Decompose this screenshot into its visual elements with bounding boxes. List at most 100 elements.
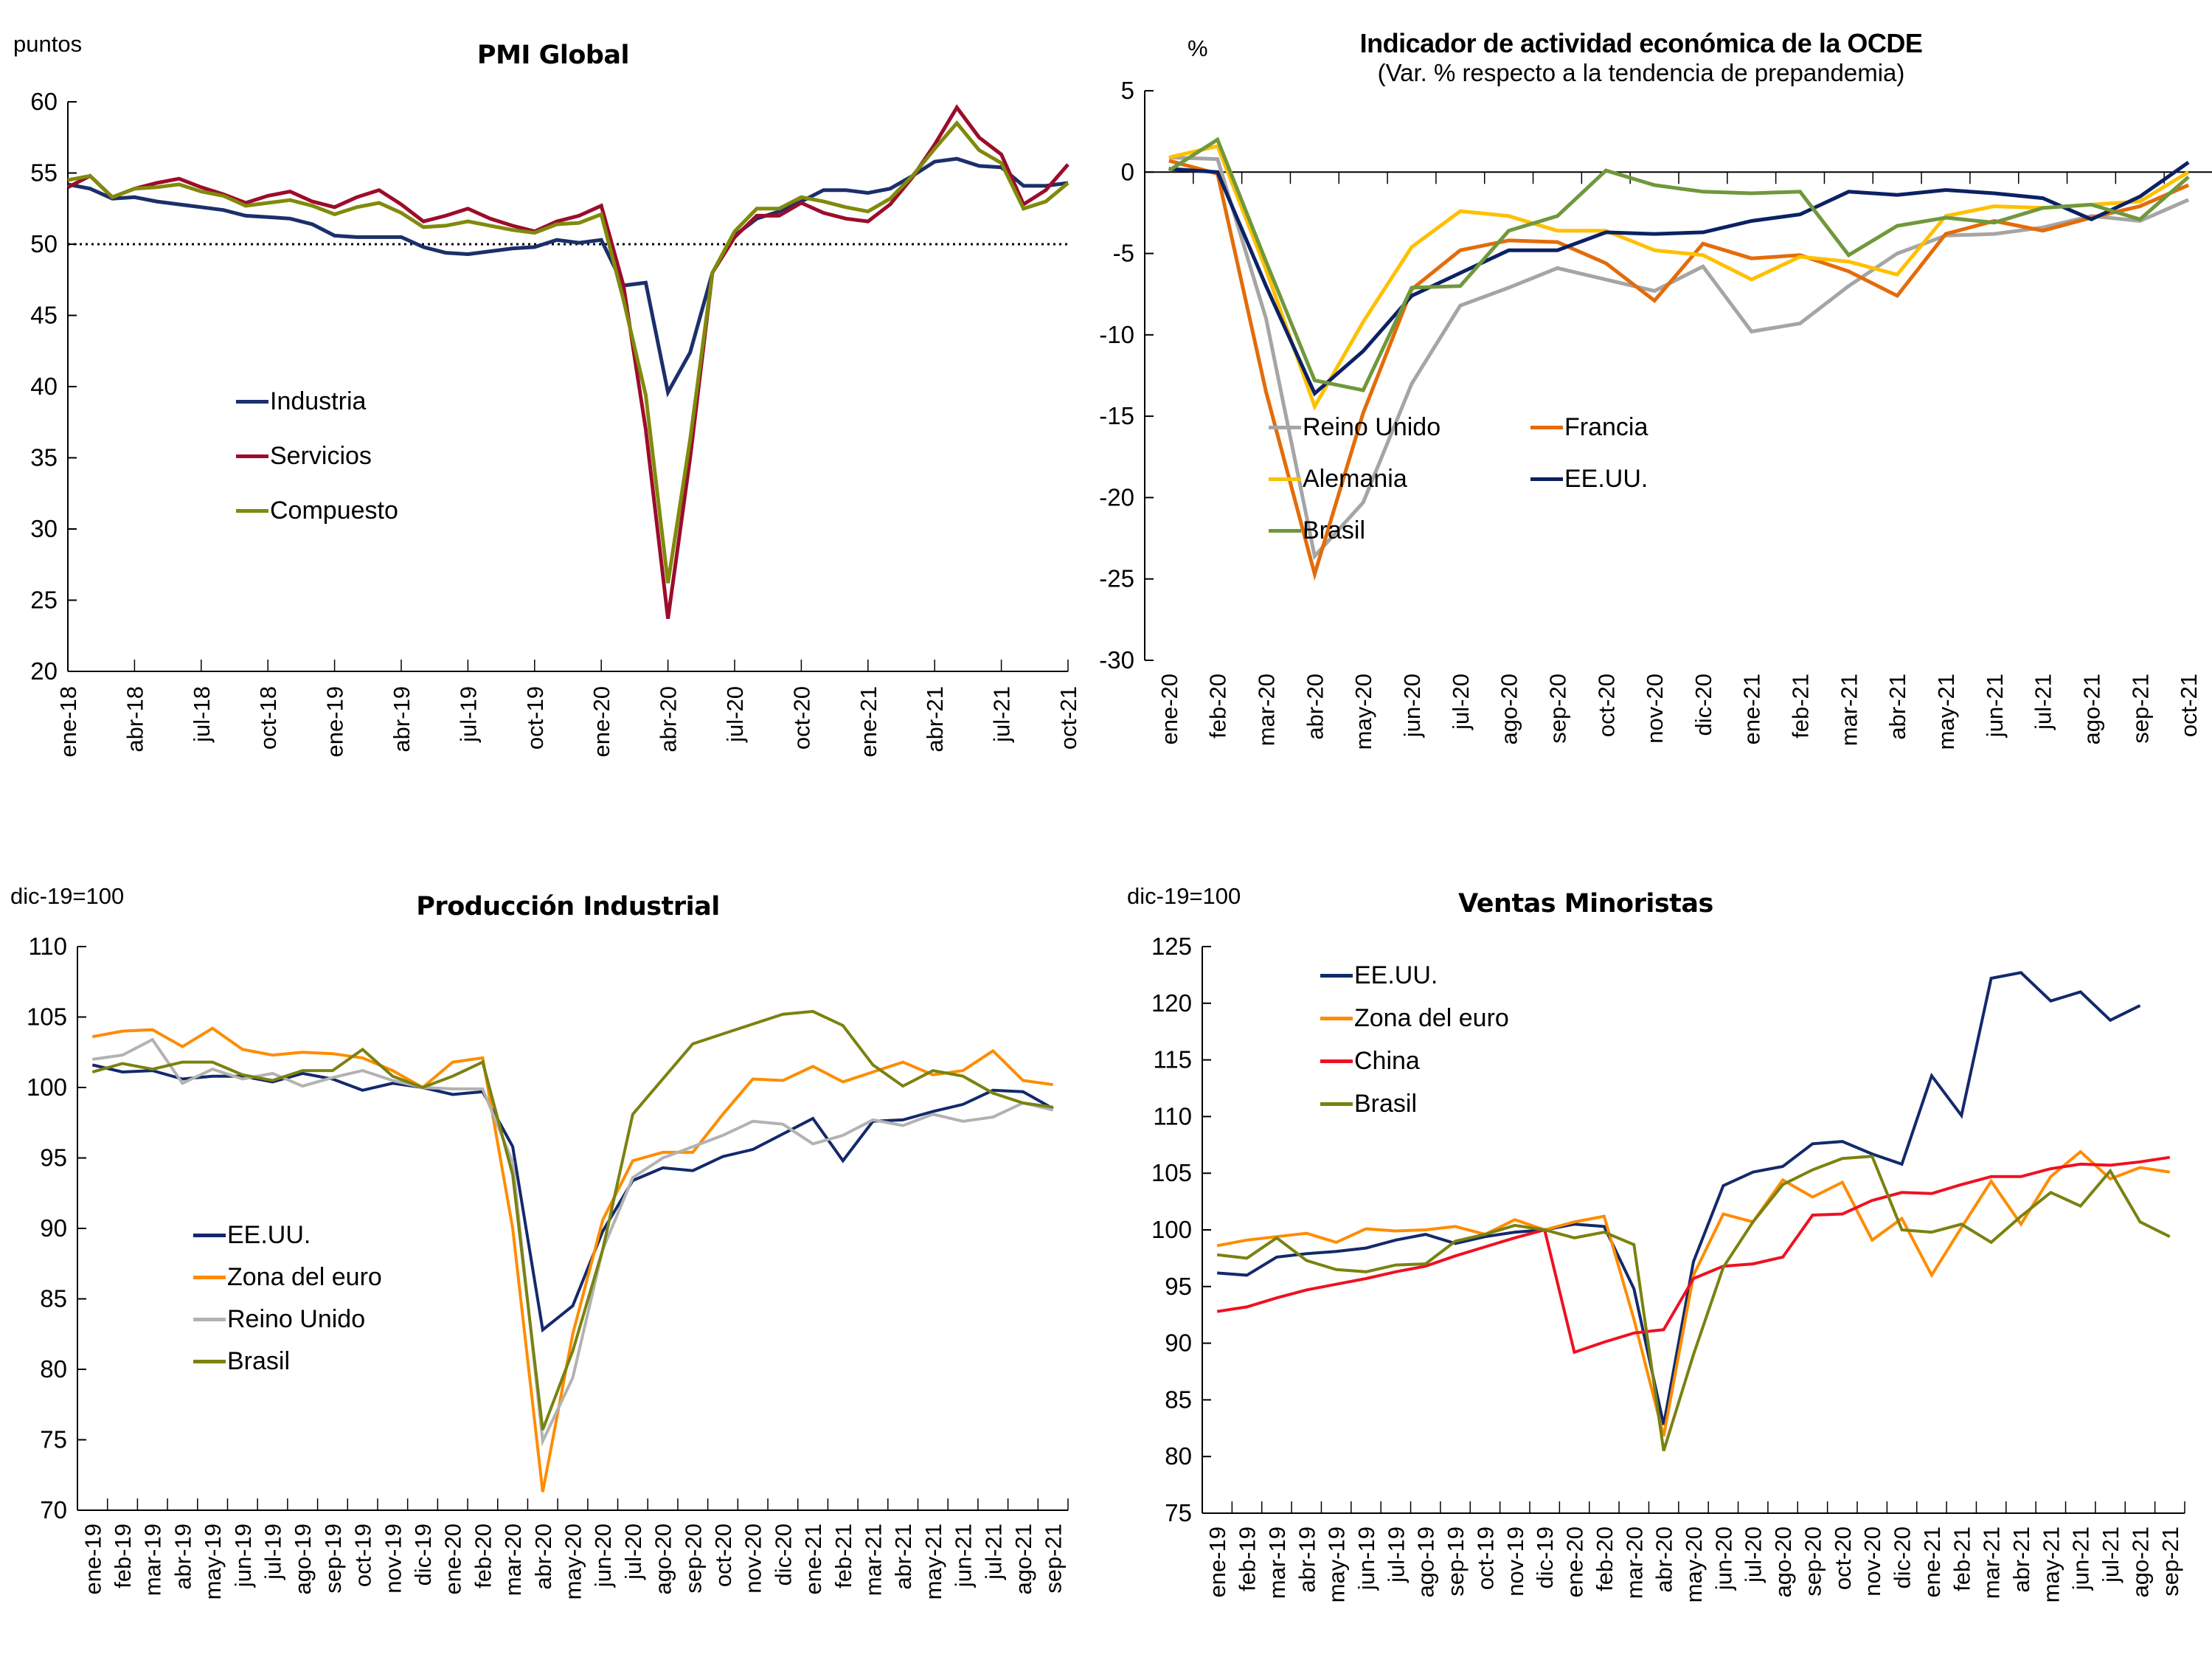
pmi-plot: 20 25 30 35 40 45 50 55 60 ene-18 abr-18 jul-18 oct-… xyxy=(30,88,1081,758)
legend-item: Reino Unido xyxy=(193,1305,365,1334)
x-tick-label: jul-21 xyxy=(2098,1526,2123,1583)
x-tick-label: ago-19 xyxy=(290,1524,316,1595)
y-tick-label: 80 xyxy=(40,1355,67,1383)
legend-label: Francia xyxy=(1564,413,1648,441)
x-tick-label: abr-19 xyxy=(389,686,415,753)
x-tick-label: dic-20 xyxy=(1691,674,1716,736)
legend-item: Alemania xyxy=(1269,465,1407,494)
legend-label: Reino Unido xyxy=(1303,413,1441,441)
x-tick-label: feb-21 xyxy=(1788,674,1814,739)
x-tick-label: sep-20 xyxy=(1544,674,1570,744)
legend-swatch xyxy=(1530,426,1563,429)
x-tick-label: mar-21 xyxy=(860,1524,886,1596)
chart-ocde-activity: % Indicador de actividad económica de la… xyxy=(1099,0,2212,830)
legend-item: EE.UU. xyxy=(1530,465,1648,494)
x-tick-label: abr-20 xyxy=(1651,1526,1677,1593)
x-tick-label: may-21 xyxy=(2038,1526,2064,1602)
x-tick-label: abr-20 xyxy=(530,1524,556,1590)
legend-item: Francia xyxy=(1530,413,1648,442)
series-line-ee-uu xyxy=(1168,161,2190,397)
x-tick-label: jul-20 xyxy=(620,1524,646,1580)
legend-label: EE.UU. xyxy=(1564,465,1648,493)
x-tick-label: feb-21 xyxy=(1949,1526,1974,1591)
x-tick-label: ago-20 xyxy=(1497,674,1522,745)
y-tick-label: -5 xyxy=(1113,240,1134,267)
legend-swatch xyxy=(1320,1059,1353,1063)
x-tick-label: ene-21 xyxy=(800,1524,826,1595)
x-tick-label: abr-19 xyxy=(170,1524,195,1590)
y-tick-label: -25 xyxy=(1099,565,1134,592)
legend-swatch xyxy=(1269,529,1301,533)
x-tick-label: ago-20 xyxy=(651,1524,676,1595)
x-tick-label: may-19 xyxy=(200,1524,226,1600)
x-tick-label: sep-19 xyxy=(320,1524,346,1594)
x-tick-label: jul-20 xyxy=(722,686,748,743)
y-tick-label: 105 xyxy=(1151,1159,1192,1186)
legend-label: Brasil xyxy=(227,1347,291,1375)
x-tick-label: jun-19 xyxy=(1353,1526,1379,1591)
x-tick-label: may-20 xyxy=(1351,674,1376,750)
chart-produccion-industrial: dic-19=100 Producción Industrial 70 75 80 8… xyxy=(0,830,1106,1660)
legend-item: Reino Unido xyxy=(1269,413,1440,442)
x-tick-label: sep-21 xyxy=(1041,1524,1067,1594)
x-tick-label: oct-19 xyxy=(522,686,548,750)
legend-item: Industria xyxy=(236,387,366,416)
chart-title: PMI Global xyxy=(476,41,630,70)
chart-title: Indicador de actividad económica de la O… xyxy=(1359,28,1923,58)
y-axis-unit-label: dic-19=100 xyxy=(1127,883,1241,909)
legend-swatch xyxy=(236,454,268,458)
y-tick-label: 95 xyxy=(40,1144,67,1172)
series-line-brasil xyxy=(1216,1155,2171,1452)
legend-swatch xyxy=(1530,477,1563,481)
legend-item: Zona del euro xyxy=(1320,1004,1509,1033)
legend-label: Industria xyxy=(270,387,367,415)
legend-item: Servicios xyxy=(236,442,372,471)
y-axis-unit-label: % xyxy=(1188,35,1208,61)
series-line-servicios xyxy=(66,104,1069,619)
y-tick-label: 30 xyxy=(30,515,58,542)
x-tick-label: oct-20 xyxy=(1593,674,1619,737)
ocde-plot: -30 -25 -20 -15 -10 -5 0 5 ene-20 feb-20 mar-20 abr… xyxy=(1099,77,2212,750)
legend-swatch xyxy=(1320,1102,1353,1106)
x-tick-label: ene-19 xyxy=(322,686,348,758)
legend-label: Brasil xyxy=(1303,516,1366,544)
x-tick-label: abr-21 xyxy=(890,1524,916,1590)
x-tick-label: oct-20 xyxy=(788,686,814,750)
y-tick-label: -30 xyxy=(1099,646,1134,674)
x-tick-label: nov-19 xyxy=(1502,1526,1528,1597)
x-tick-label: mar-19 xyxy=(140,1524,166,1596)
series-line-brasil xyxy=(91,1009,1053,1431)
y-axis-unit-label: puntos xyxy=(13,31,83,57)
legend-label: EE.UU. xyxy=(227,1221,311,1249)
series-line-reino-unido xyxy=(1168,155,2190,561)
x-tick-label: ago-19 xyxy=(1413,1526,1439,1598)
x-tick-label: nov-19 xyxy=(380,1524,406,1594)
x-tick-label: ene-19 xyxy=(80,1524,105,1595)
x-tick-label: oct-21 xyxy=(2176,674,2202,737)
x-tick-label: jul-19 xyxy=(455,686,481,743)
legend-label: China xyxy=(1354,1047,1420,1075)
x-tick-label: feb-20 xyxy=(1592,1526,1618,1591)
y-tick-label: 40 xyxy=(30,373,58,400)
legend-item: Compuesto xyxy=(236,497,398,525)
x-tick-label: may-20 xyxy=(561,1524,586,1600)
x-tick-label: jun-19 xyxy=(230,1524,256,1588)
legend-swatch xyxy=(193,1360,226,1363)
x-tick-label: feb-19 xyxy=(1235,1526,1261,1591)
y-tick-label: 25 xyxy=(30,587,58,614)
y-tick-label: 60 xyxy=(30,88,58,115)
series-line-alemania xyxy=(1168,144,2190,411)
x-tick-label: nov-20 xyxy=(1642,674,1668,744)
x-tick-label: dic-19 xyxy=(410,1524,436,1585)
x-tick-label: mar-20 xyxy=(1621,1526,1647,1599)
x-tick-label: ene-21 xyxy=(856,686,881,758)
x-tick-label: jul-20 xyxy=(1448,674,1474,730)
y-tick-label: -15 xyxy=(1099,402,1134,429)
x-tick-label: jun-21 xyxy=(2068,1526,2094,1591)
series-line-ee-uu xyxy=(1217,971,2141,1425)
chart-pmi-global: puntos PMI Global 20 25 30 35 40 45 50 55 60 ene-… xyxy=(0,0,1106,830)
y-tick-label: 5 xyxy=(1121,77,1134,104)
x-tick-label: mar-20 xyxy=(500,1524,526,1596)
x-tick-label: sep-21 xyxy=(2127,674,2153,744)
x-tick-label: nov-20 xyxy=(1859,1526,1885,1597)
